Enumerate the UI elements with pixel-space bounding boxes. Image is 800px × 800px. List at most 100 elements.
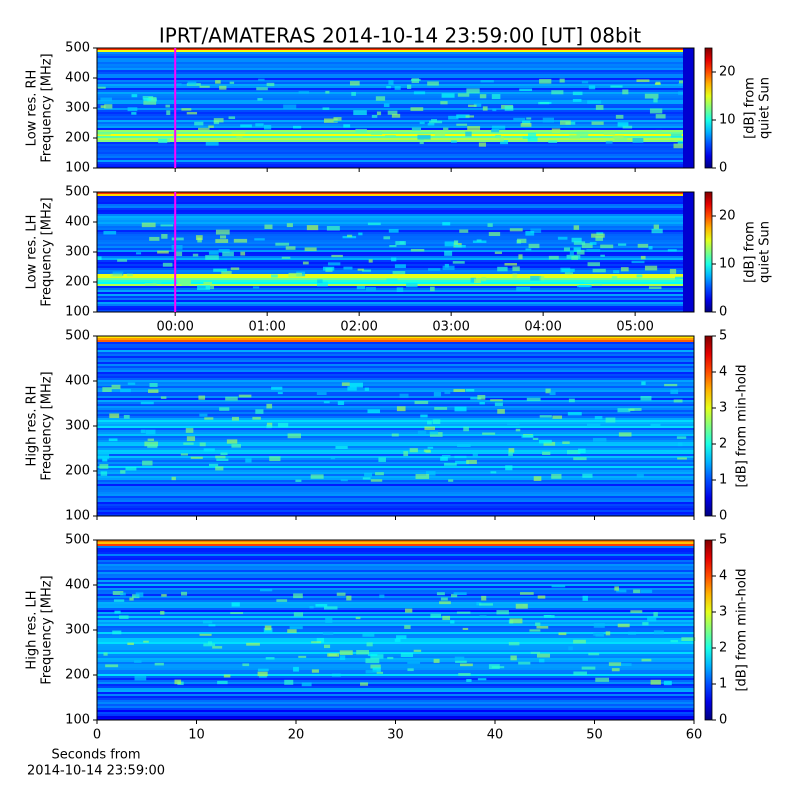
spectrogram-patch (610, 85, 623, 88)
spectrogram-patch (494, 251, 502, 254)
spectrogram-patch (162, 262, 173, 267)
spectrogram-patch (407, 668, 414, 672)
spectrogram-row (97, 438, 694, 440)
spectrogram-patch (265, 657, 275, 660)
spectrogram-row (97, 554, 694, 556)
spectrogram-row (97, 378, 694, 380)
spectrogram-edge (683, 192, 694, 312)
colorbar-label: [dB] from min-hold (735, 568, 750, 691)
y-axis-label: Frequency [MHz] (40, 197, 55, 306)
spectrogram-row (97, 120, 694, 122)
spectrogram-patch (142, 460, 153, 466)
spectrogram-patch (557, 236, 568, 240)
spectrogram-row (97, 656, 694, 658)
spectrogram-row (97, 164, 694, 166)
spectrogram-patch (497, 266, 508, 272)
spectrogram-patch (264, 224, 273, 230)
spectrogram-row (97, 80, 694, 82)
spectrogram-patch (591, 233, 605, 238)
spectrogram-patch (190, 456, 203, 459)
spectrogram-row (97, 418, 694, 420)
spectrogram-row (97, 390, 694, 392)
spectrogram-patch (389, 244, 397, 248)
spectrogram-patch (562, 441, 570, 444)
spectrogram-row (97, 566, 694, 568)
spectrogram-patch (608, 662, 622, 666)
spectrogram-patch (640, 396, 652, 401)
spectrogram-patch (371, 114, 378, 118)
spectrogram-patch (311, 641, 322, 644)
spectrogram-patch (379, 594, 385, 598)
spectrogram-row (97, 220, 694, 222)
spectrogram-patch (258, 78, 265, 81)
spectrogram-patch (600, 244, 614, 249)
spectrogram-patch (673, 399, 683, 403)
spectrogram-patch (256, 87, 268, 91)
spectrogram-row (97, 394, 694, 396)
spectrogram-row (97, 268, 694, 270)
spectrogram-patch (391, 257, 397, 262)
spectrogram-patch (677, 457, 687, 460)
spectrogram-row (97, 250, 694, 252)
spectrogram-row (97, 614, 694, 616)
spectrogram-patch (140, 429, 146, 434)
spectrogram-patch (143, 100, 157, 105)
colorbar-tick-label: 10 (719, 257, 736, 272)
spectrogram-row (97, 50, 694, 52)
spectrogram-row (97, 362, 694, 364)
spectrogram-patch (465, 388, 475, 392)
spectrogram-patch (595, 236, 604, 241)
spectrogram-patch (588, 85, 596, 90)
spectrogram-patch (127, 382, 136, 385)
spectrogram-row (97, 274, 694, 276)
spectrogram-patch (427, 420, 432, 425)
spectrogram-row (97, 432, 694, 434)
spectrogram-patch (367, 653, 378, 657)
spectrogram-patch (573, 225, 580, 230)
spectrogram-patch (388, 80, 394, 85)
spectrogram-row (97, 254, 694, 256)
spectrogram-patch (347, 386, 357, 391)
spectrogram-row (97, 134, 694, 136)
spectrogram-patch (479, 401, 485, 405)
spectrogram-patch (479, 94, 487, 99)
spectrogram-row (97, 354, 694, 356)
spectrogram-patch (340, 479, 348, 482)
spectrogram-row (97, 396, 694, 398)
spectrogram-patch (614, 136, 628, 142)
spectrogram-patch (515, 428, 521, 432)
spectrogram-patch (208, 251, 219, 255)
y-tick-label: 100 (65, 713, 90, 728)
spectrogram-patch (140, 401, 154, 405)
spectrogram-patch (444, 390, 451, 395)
spectrogram-patch (222, 251, 234, 257)
spectrogram-row (97, 686, 694, 688)
spectrogram-patch (456, 611, 471, 614)
spectrogram-patch (143, 98, 152, 101)
spectrogram-row (97, 612, 694, 614)
spectrogram-row (97, 290, 694, 292)
spectrogram-patch (174, 251, 183, 257)
spectrogram-patch (343, 266, 353, 270)
spectrogram-row (97, 716, 694, 718)
spectrogram-patch (578, 448, 586, 454)
spectrogram-patch (292, 125, 302, 129)
spectrogram-patch (490, 471, 497, 474)
spectrogram-patch (525, 231, 535, 236)
spectrogram-patch (444, 462, 457, 466)
colorbar-tick-label: 5 (719, 329, 727, 344)
spectrogram-patch (171, 245, 183, 250)
spectrogram-patch (215, 229, 230, 235)
y-axis-label: Low res. RH (25, 70, 40, 147)
spectrogram-patch (605, 417, 616, 423)
spectrogram-patch (536, 625, 549, 629)
spectrogram-row (97, 356, 694, 358)
colorbar-tick-label: 0 (719, 305, 727, 320)
spectrogram-patch (488, 664, 500, 669)
spectrogram-row (97, 564, 694, 566)
spectrogram-patch (515, 603, 528, 609)
spectrogram-row (97, 206, 694, 208)
spectrogram-patch (571, 255, 579, 260)
spectrogram-patch (157, 250, 169, 254)
